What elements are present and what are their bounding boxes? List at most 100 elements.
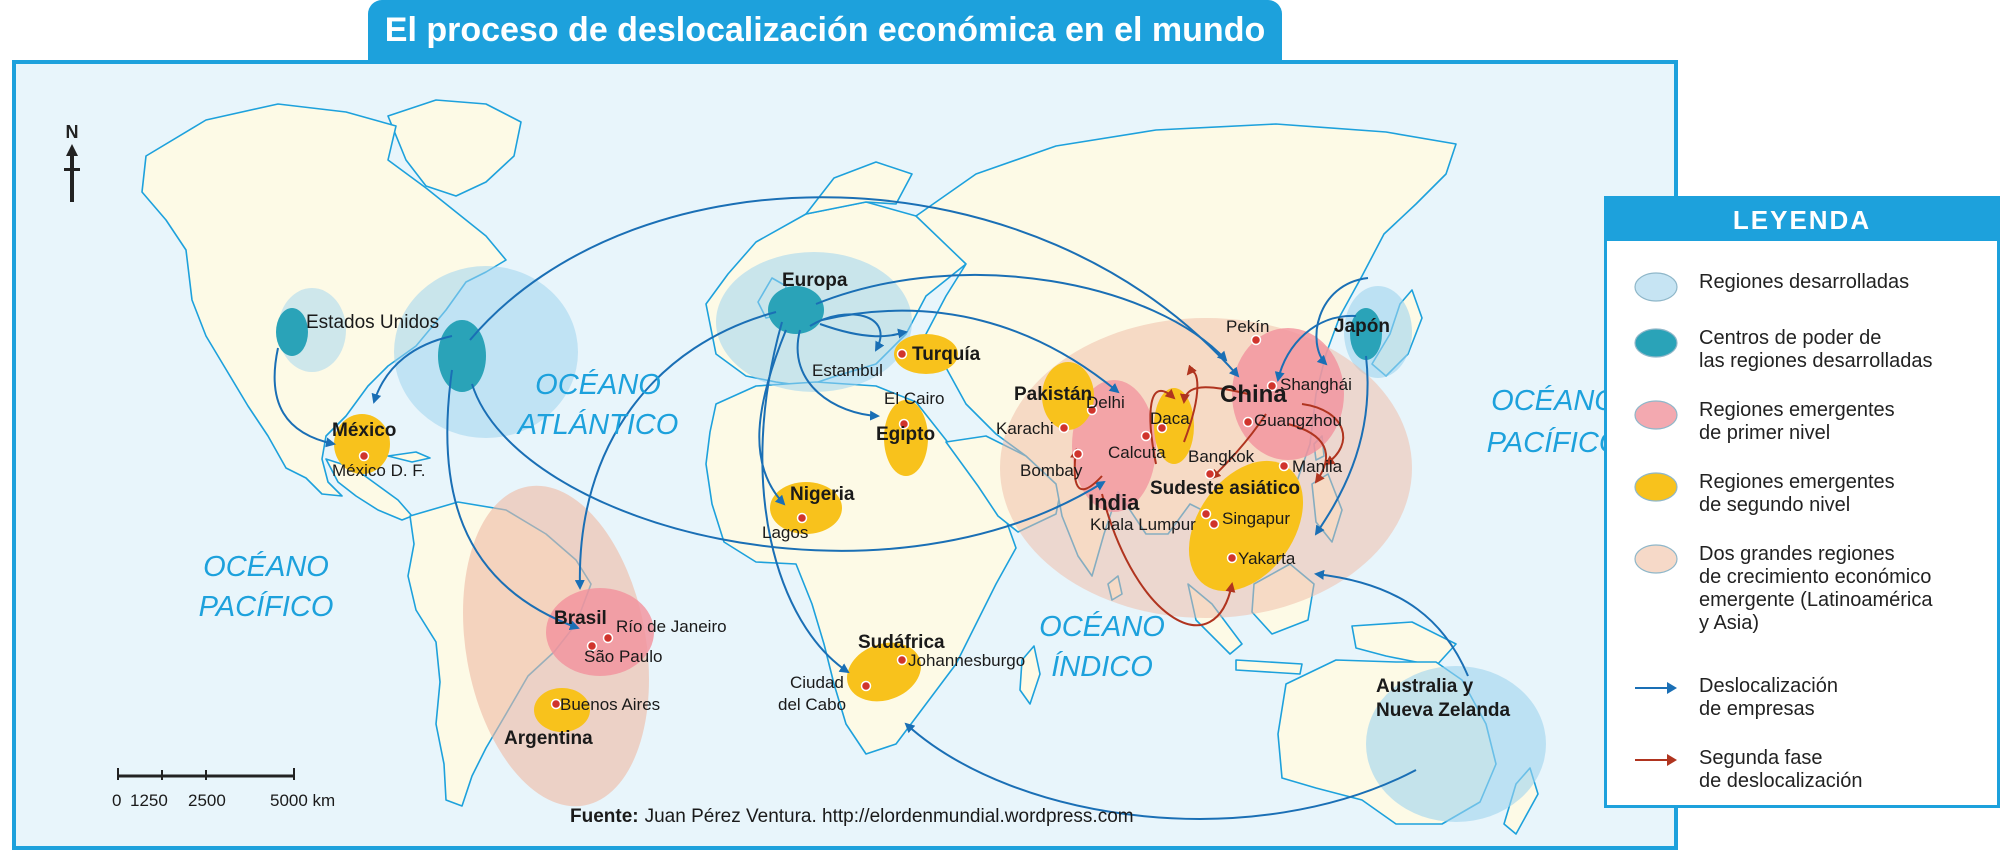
label-argentina: Argentina [504, 728, 593, 749]
label-el-cairo: El Cairo [884, 389, 944, 408]
legend-title-text: LEYENDA [1732, 204, 1872, 235]
label-sudafrica: Sudáfrica [858, 632, 945, 653]
greenland [387, 99, 522, 197]
source-text: Juan Pérez Ventura. http://elordenmundia… [645, 806, 1134, 827]
ocean-atlantic-l2: ATLÁNTICO [516, 408, 679, 441]
legend-swatch-icon [1634, 472, 1678, 502]
label-daca: Daca [1150, 409, 1190, 428]
scale-label-2500: 2500 [188, 791, 226, 810]
region-second-nigeria [770, 482, 842, 534]
city-dot-lagos [796, 512, 808, 524]
legend-item-text: Regiones desarrolladas [1699, 271, 1999, 294]
label-brasil: Brasil [554, 608, 607, 629]
arrow-europe-egipto [796, 329, 880, 421]
legend-arrow-icon [1635, 754, 1677, 766]
label-singapur: Singapur [1222, 509, 1290, 528]
label-yakarta: Yakarta [1238, 549, 1296, 568]
legend-swatch-icon [1634, 400, 1678, 430]
arrow-australia-sudeste [1314, 569, 1469, 677]
ocean-indian-l2: ÍNDICO [1051, 650, 1153, 683]
compass-label: N [66, 122, 79, 142]
label-australia-l1: Australia y [1376, 676, 1474, 697]
arrow-europe-nigeria [758, 329, 787, 506]
delocalization-arrows [273, 196, 1469, 820]
ocean-atlantic-l1: OCÉANO [535, 368, 661, 401]
label-bangkok: Bangkok [1188, 447, 1255, 466]
legend-item-line: emergente (Latinoamérica [1699, 589, 1933, 611]
city-dots [358, 334, 1290, 710]
arrow-usa-mexico [273, 347, 336, 448]
label-karachi: Karachi [996, 419, 1054, 438]
map-frame: N OCÉANO ATLÁNTICO OCÉANO PACÍFICO OCÉAN… [12, 60, 1678, 850]
power-centre-japan [1350, 308, 1382, 360]
legend-swatch-icon [1634, 544, 1678, 574]
region-second-egipto [884, 400, 928, 476]
arrow-red-china-bangkok [1210, 413, 1267, 480]
city-dot-manila [1278, 460, 1290, 472]
label-egipto: Egipto [876, 424, 935, 445]
arrow-europe-brasil [574, 311, 777, 590]
city-dot-shanghai [1266, 380, 1278, 392]
city-labels: México D. F. Río de Janeiro São Paulo Bu… [332, 317, 1352, 714]
label-ciudad-l2: del Cabo [778, 695, 846, 714]
city-dot-estambul [896, 348, 908, 360]
legend-item-line: Regiones desarrolladas [1699, 271, 1910, 293]
ocean-pacific-west-l1: OCÉANO [203, 550, 329, 583]
legend-item-line: Dos grandes regiones [1699, 543, 1895, 565]
legend-item-text: Regiones emergentes de primer nivel [1699, 399, 1999, 445]
ocean-pacific-east-l1: OCÉANO [1491, 384, 1617, 417]
source-label: Fuente: [570, 806, 639, 827]
arrow-australia-sudafrica [904, 722, 1417, 820]
legend-item-3: Regiones emergentes de primer nivel [1633, 399, 1999, 445]
arrow-usa-india [471, 383, 1106, 552]
arrow-usa-china [469, 196, 1240, 378]
legend-item-line: de deslocalización [1699, 770, 1863, 792]
madagascar [1019, 645, 1041, 705]
scale-label-0: 0 [112, 791, 121, 810]
arrow-red-china-manila [1287, 423, 1327, 484]
legend-item-line: de empresas [1699, 698, 1815, 720]
city-dot-bombay [1072, 448, 1084, 460]
label-india: India [1088, 490, 1140, 515]
arrow-usa-east-mexico [371, 335, 453, 404]
label-estambul: Estambul [812, 361, 883, 380]
ocean-pacific-east-l2: PACÍFICO [1487, 426, 1622, 459]
city-dot-rio [602, 632, 614, 644]
arrow-red-daca-loop [1183, 364, 1199, 443]
arrow-red-china-sudeste [1301, 403, 1345, 466]
arrow-europe-china [815, 274, 1228, 362]
arrow-europe-pakistan [821, 309, 1120, 394]
legend-item-7: Segunda fase de deslocalización [1633, 747, 1999, 793]
legend-swatch-icon [1634, 272, 1678, 302]
label-delhi: Delhi [1086, 393, 1125, 412]
city-dot-ciudad-del-cabo [860, 680, 872, 692]
label-china: China [1220, 381, 1287, 408]
arrow-europe-sudafrica [761, 321, 850, 674]
ocean-labels: OCÉANO ATLÁNTICO OCÉANO PACÍFICO OCÉANO … [199, 368, 1622, 683]
north-arrow: N [64, 122, 80, 202]
region-second-turquia [894, 334, 958, 374]
label-guangzhou: Guangzhou [1254, 411, 1342, 430]
legend-item-text: Dos grandes regiones de crecimiento econó… [1699, 543, 1999, 635]
legend-item-text: Segunda fase de deslocalización [1699, 747, 1999, 793]
label-pakistan: Pakistán [1014, 384, 1092, 405]
legend-item-6: Deslocalización de empresas [1633, 675, 1999, 721]
city-dot-pekin [1250, 334, 1262, 346]
city-dot-singapur [1208, 518, 1220, 530]
city-dot-guangzhou [1242, 416, 1254, 428]
label-buenos-aires: Buenos Aires [560, 695, 660, 714]
map-title: El proceso de deslocalización económica … [368, 0, 1282, 60]
region-second-sudeste [1188, 460, 1304, 592]
city-dot-calcuta [1140, 430, 1152, 442]
label-sao-paulo: São Paulo [584, 647, 662, 666]
label-mexico: México [332, 420, 396, 441]
legend-item-line: Deslocalización [1699, 675, 1838, 697]
city-dot-buenos-aires [550, 698, 562, 710]
region-labels: Estados Unidos México Brasil Argentina E… [306, 270, 1511, 749]
map-title-text: El proceso de deslocalización económica … [384, 10, 1266, 49]
source-line: Fuente: Juan Pérez Ventura. http://elorde… [570, 806, 1134, 827]
legend-item-2: Centros de poder de las regiones desarrol… [1633, 327, 1999, 373]
label-johannesburgo: Johannesburgo [908, 651, 1025, 670]
label-bombay: Bombay [1020, 461, 1083, 480]
legend: LEYENDA Regiones desarrolladas Centros de… [1604, 196, 2000, 808]
